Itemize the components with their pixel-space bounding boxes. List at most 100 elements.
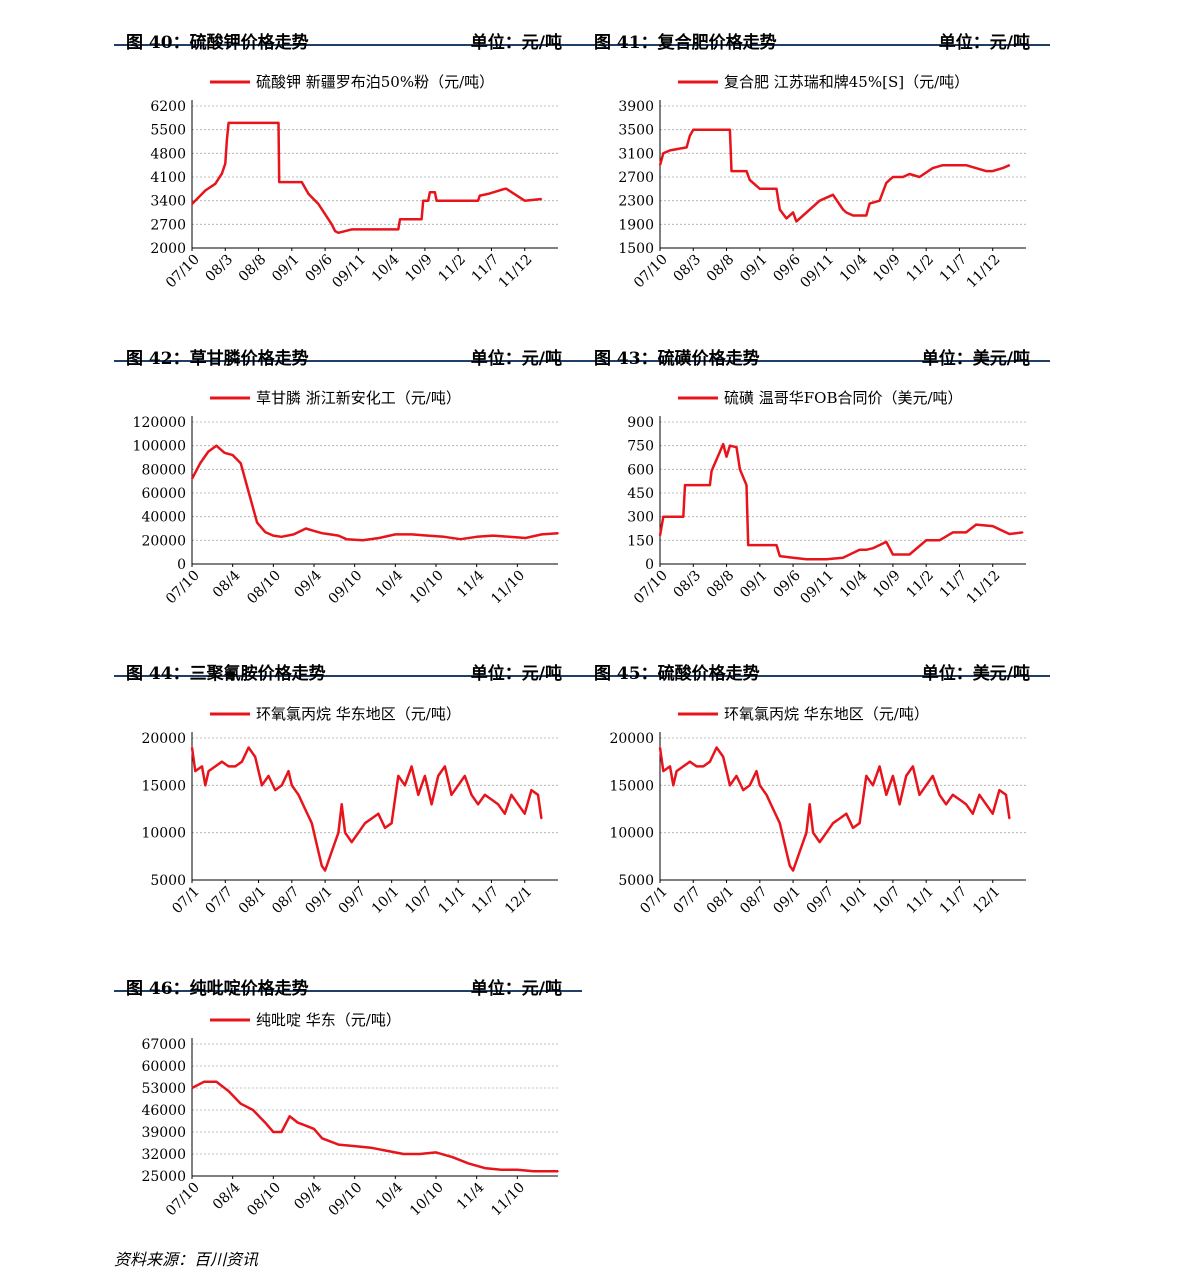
data-point bbox=[985, 803, 987, 806]
data-point bbox=[925, 539, 927, 542]
data-point bbox=[749, 784, 751, 787]
data-point bbox=[659, 534, 661, 537]
y-tick-label: 20000 bbox=[141, 533, 186, 549]
data-point bbox=[214, 765, 217, 768]
x-tick-label: 10/10 bbox=[407, 568, 447, 608]
data-point bbox=[305, 527, 307, 530]
data-point bbox=[287, 770, 290, 772]
data-point bbox=[280, 1131, 283, 1133]
data-point bbox=[908, 553, 911, 556]
data-point bbox=[872, 784, 874, 787]
data-point bbox=[537, 794, 539, 796]
y-tick-label: 300 bbox=[627, 510, 654, 526]
data-point bbox=[397, 775, 400, 777]
chart-pyridine: 纯吡啶 华东（元/吨） 25000 32000 39000 46000 53000 6000… bbox=[141, 1011, 559, 1220]
data-point bbox=[710, 470, 713, 472]
figure-title: 图 44：三聚氰胺价格走势 bbox=[126, 664, 326, 684]
legend: 环氧氯丙烷 华东地区（元/吨） bbox=[210, 705, 461, 723]
data-point bbox=[905, 775, 907, 777]
data-point bbox=[952, 164, 954, 166]
data-point bbox=[682, 765, 685, 768]
data-point bbox=[264, 1121, 266, 1124]
data-point bbox=[264, 531, 266, 533]
x-tick-label: 12/1 bbox=[502, 884, 536, 918]
data-point bbox=[775, 544, 778, 546]
x-tick-label: 10/9 bbox=[402, 252, 436, 286]
data-point bbox=[858, 822, 861, 824]
x-tick-label: 09/1 bbox=[737, 252, 771, 286]
data-point bbox=[689, 134, 691, 137]
data-point bbox=[197, 196, 200, 199]
data-point bbox=[340, 803, 343, 806]
data-point bbox=[852, 214, 854, 217]
figure-title: 图 41：复合肥价格走势 bbox=[594, 33, 777, 53]
data-point bbox=[227, 1090, 230, 1092]
data-point bbox=[451, 1156, 454, 1158]
data-point bbox=[291, 784, 293, 787]
data-point bbox=[296, 1121, 299, 1124]
chart-glyphosate: 草甘膦 浙江新安化工（元/吨） 0 20000 40000 60000 80000 1000… bbox=[133, 389, 559, 608]
x-tick-label: 09/1 bbox=[737, 568, 771, 602]
data-point bbox=[749, 179, 751, 181]
data-point bbox=[938, 794, 941, 796]
data-point bbox=[305, 1124, 307, 1127]
data-point bbox=[918, 794, 921, 796]
data-point bbox=[730, 170, 733, 172]
data-point bbox=[397, 228, 400, 231]
data-point bbox=[240, 1102, 242, 1105]
chart-panel-42: 草甘膦 浙江新安化工（元/吨） 0 20000 40000 60000 80000 1000… bbox=[114, 378, 582, 628]
data-point bbox=[370, 817, 373, 820]
y-tick-label: 5500 bbox=[150, 123, 186, 139]
data-point bbox=[516, 1168, 519, 1171]
x-tick-label: 09/1 bbox=[269, 252, 303, 286]
legend: 纯吡啶 华东（元/吨） bbox=[210, 1011, 401, 1029]
data-point bbox=[329, 533, 332, 536]
data-point bbox=[792, 211, 794, 214]
data-point bbox=[759, 784, 761, 787]
y-tick-label: 3100 bbox=[618, 146, 654, 162]
legend-label: 环氧氯丙烷 华东地区（元/吨） bbox=[256, 705, 461, 723]
x-tick-label: 10/4 bbox=[369, 251, 403, 285]
y-tick-label: 5000 bbox=[618, 873, 654, 889]
series-line bbox=[191, 1080, 558, 1173]
data-point bbox=[479, 194, 481, 197]
data-point bbox=[965, 803, 967, 806]
data-point bbox=[450, 794, 453, 796]
x-tick-label: 11/7 bbox=[469, 884, 503, 918]
data-point bbox=[194, 770, 197, 772]
data-point bbox=[709, 760, 711, 763]
x-tick-label: 11/10 bbox=[488, 1180, 528, 1220]
y-tick-label: 2700 bbox=[150, 217, 186, 233]
y-tick-label: 39000 bbox=[141, 1125, 186, 1141]
data-point bbox=[317, 850, 320, 853]
data-point bbox=[337, 831, 340, 834]
figure-header-44: 图 44：三聚氰胺价格走势 单位：元/吨 bbox=[114, 645, 582, 684]
data-point bbox=[965, 164, 967, 166]
y-tick-label: 450 bbox=[627, 486, 654, 502]
data-point bbox=[759, 188, 761, 190]
data-point bbox=[715, 746, 718, 749]
data-point bbox=[659, 164, 661, 166]
data-point bbox=[692, 128, 695, 131]
y-tick-label: 1900 bbox=[618, 217, 654, 233]
data-point bbox=[991, 525, 994, 527]
data-point bbox=[682, 515, 685, 518]
series-line bbox=[658, 128, 1010, 223]
x-tick-label: 09/11 bbox=[329, 252, 369, 292]
data-point bbox=[685, 146, 688, 149]
y-tick-label: 0 bbox=[177, 557, 186, 573]
x-tick-label: 08/8 bbox=[704, 568, 738, 602]
x-tick-label: 07/10 bbox=[163, 252, 203, 292]
data-point bbox=[972, 812, 974, 815]
data-point bbox=[434, 191, 436, 193]
data-point bbox=[802, 214, 804, 217]
data-point bbox=[484, 794, 486, 796]
data-point bbox=[292, 1118, 295, 1121]
y-tick-label: 15000 bbox=[141, 778, 186, 794]
x-tick-label: 08/4 bbox=[210, 567, 244, 601]
data-point bbox=[404, 784, 406, 787]
data-point bbox=[662, 515, 665, 518]
data-point bbox=[227, 122, 230, 124]
x-tick-label: 07/10 bbox=[163, 568, 203, 608]
x-tick-label: 09/10 bbox=[326, 1180, 366, 1220]
